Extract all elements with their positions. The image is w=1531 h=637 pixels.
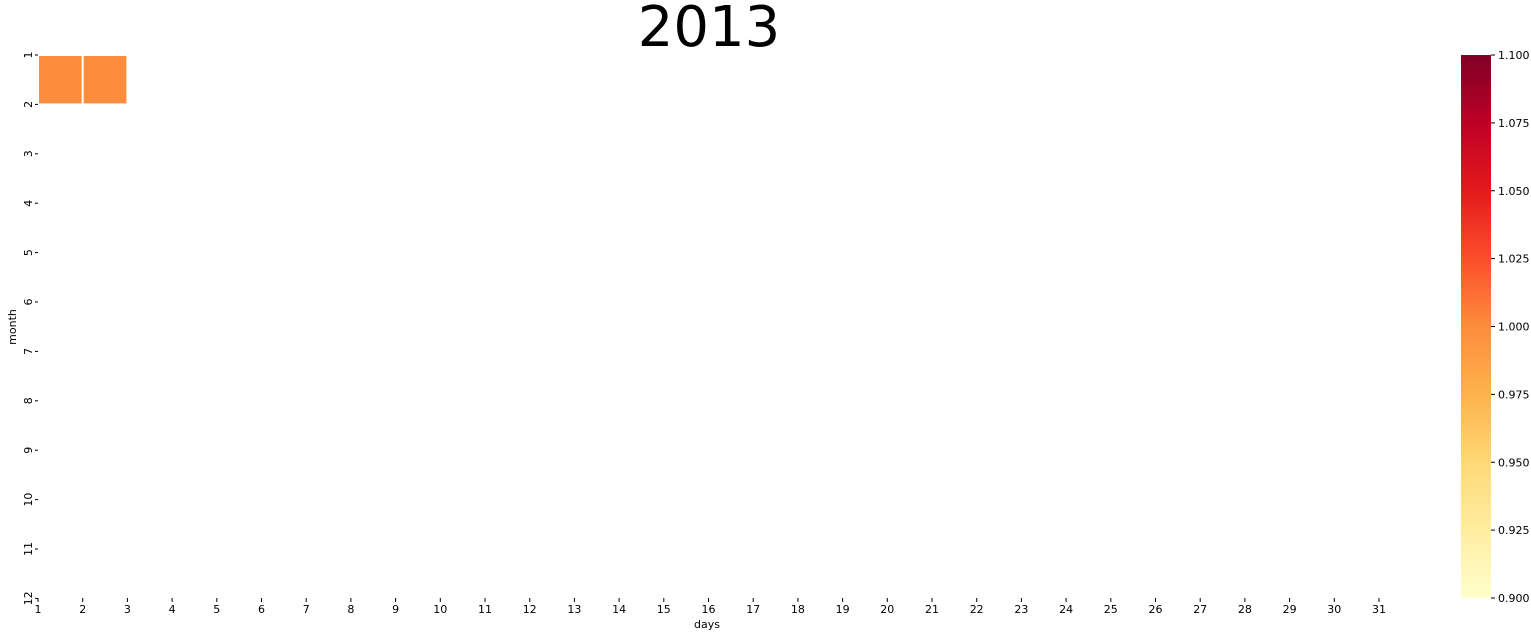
colorbar	[1461, 55, 1491, 598]
y-tick-label: 5	[22, 249, 35, 256]
x-tick-label: 31	[1372, 603, 1386, 616]
colorbar-tick-label: 1.000	[1498, 321, 1530, 334]
x-tick-label: 25	[1104, 603, 1118, 616]
x-tick-label: 2	[79, 603, 86, 616]
colorbar-tick-label: 0.925	[1498, 524, 1530, 537]
x-tick-label: 9	[392, 603, 399, 616]
x-tick-label: 5	[213, 603, 220, 616]
x-tick-label: 14	[612, 603, 626, 616]
x-tick-label: 30	[1327, 603, 1341, 616]
y-axis-label: month	[6, 309, 19, 345]
y-tick-label: 4	[22, 200, 35, 207]
x-tick-label: 10	[433, 603, 447, 616]
y-tick-label: 12	[22, 591, 35, 605]
colorbar-tick-label: 0.975	[1498, 388, 1530, 401]
x-tick-label: 13	[567, 603, 581, 616]
x-tick-label: 11	[478, 603, 492, 616]
y-tick-label: 10	[22, 493, 35, 507]
y-tick-label: 6	[22, 299, 35, 306]
heatmap-cell	[81, 54, 129, 106]
y-tick-label: 3	[22, 150, 35, 157]
x-tick-label: 22	[970, 603, 984, 616]
x-tick-label: 3	[124, 603, 131, 616]
x-tick-label: 19	[836, 603, 850, 616]
y-tick-label: 8	[22, 397, 35, 404]
x-tick-label: 26	[1149, 603, 1163, 616]
colorbar-tick-label: 1.075	[1498, 117, 1530, 130]
x-tick-label: 8	[347, 603, 354, 616]
y-tick-label: 9	[22, 447, 35, 454]
x-axis-ticks: 1 2 3 4 5 6 7 8 9 10 11 12 13 14 15 16 17 18 19 20 21 22 23 24 2…	[35, 598, 1386, 616]
x-tick-label: 24	[1059, 603, 1073, 616]
colorbar-tick-label: 1.025	[1498, 253, 1530, 266]
x-tick-label: 17	[746, 603, 760, 616]
y-tick-label: 1	[22, 52, 35, 59]
x-tick-label: 23	[1014, 603, 1028, 616]
colorbar-tick-label: 0.950	[1498, 456, 1530, 469]
colorbar-ticks: 0.900 0.925 0.950 0.975 1.000 1.025 1.050 1.075…	[1491, 49, 1530, 605]
x-tick-label: 21	[925, 603, 939, 616]
x-axis-label: days	[694, 618, 720, 631]
colorbar-tick-label: 0.900	[1498, 592, 1530, 605]
y-tick-label: 11	[22, 542, 35, 556]
x-tick-label: 29	[1283, 603, 1297, 616]
x-tick-label: 27	[1193, 603, 1207, 616]
x-tick-label: 1	[35, 603, 42, 616]
y-tick-label: 2	[22, 101, 35, 108]
colorbar-tick-label: 1.050	[1498, 185, 1530, 198]
x-tick-label: 12	[523, 603, 537, 616]
x-tick-label: 16	[702, 603, 716, 616]
chart-title: 2013	[638, 0, 781, 60]
x-tick-label: 15	[657, 603, 671, 616]
y-tick-label: 7	[22, 348, 35, 355]
x-tick-label: 20	[880, 603, 894, 616]
heatmap-cells	[37, 54, 129, 106]
x-tick-label: 4	[169, 603, 176, 616]
heatmap-cell	[37, 54, 84, 106]
x-tick-label: 28	[1238, 603, 1252, 616]
x-tick-label: 7	[303, 603, 310, 616]
x-tick-label: 6	[258, 603, 265, 616]
x-tick-label: 18	[791, 603, 805, 616]
colorbar-tick-label: 1.100	[1498, 49, 1530, 62]
